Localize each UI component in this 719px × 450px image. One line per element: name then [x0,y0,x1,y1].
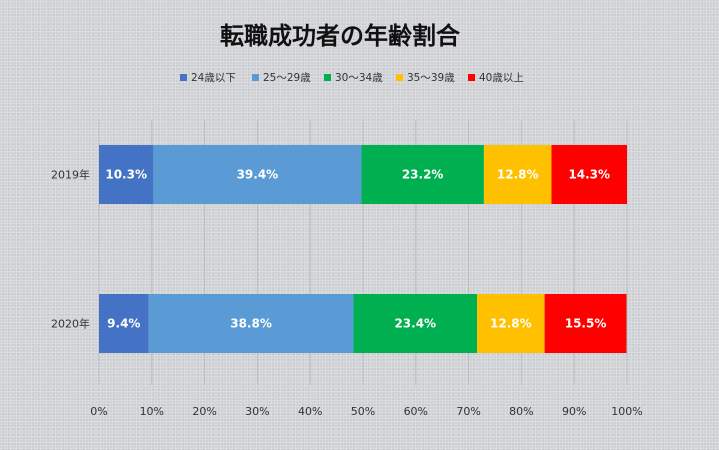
x-tick-label-0: 0% [90,405,107,418]
chart-title: 転職成功者の年齢割合 [220,22,461,50]
x-tick-label-3: 30% [245,405,269,418]
bar-segment-0-2 [361,145,484,204]
x-tick-label-7: 70% [456,405,480,418]
x-tick-label-9: 90% [562,405,586,418]
bar-segment-1-0 [99,294,149,353]
bar-segment-1-1 [148,294,354,353]
bar-segment-0-4 [551,145,627,204]
legend-swatch-0 [180,74,187,81]
value-axis: 0% 10% 20% 30% 40% 50% 60% 70% 80% 90% 100% [90,405,642,418]
bar-label-0-4: 14.3% [568,168,610,182]
bar-segment-0-0 [99,145,154,204]
bar-label-0-0: 10.3% [105,168,147,182]
bar-label-1-1: 38.8% [230,317,272,331]
x-tick-label-6: 60% [404,405,428,418]
category-label-0: 2019年 [51,168,90,182]
legend-swatch-2 [324,74,331,81]
legend-label-1: 25～29歳 [263,72,311,84]
x-tick-label-10: 100% [611,405,642,418]
legend-swatch-3 [396,74,403,81]
bar-segment-0-3 [483,145,552,204]
category-label-1: 2020年 [51,317,90,331]
bars: 10.3% 39.4% 23.2% 12.8% 14.3% 9.4% 38.8% 23.4% 1… [99,145,627,353]
x-tick-label-1: 10% [140,405,164,418]
bar-label-1-4: 15.5% [565,317,607,331]
legend-swatch-4 [468,74,475,81]
bar-label-1-3: 12.8% [490,317,532,331]
bar-label-0-2: 23.2% [402,168,444,182]
legend: 24歳以下 25～29歳 30～34歳 35～39歳 40歳以上 [180,72,524,84]
legend-label-3: 35～39歳 [407,72,455,84]
legend-label-4: 40歳以上 [479,72,524,84]
bar-segment-0-1 [153,145,362,204]
legend-label-0: 24歳以下 [191,72,236,84]
category-axis: 2019年 2020年 [51,168,90,331]
bar-label-0-1: 39.4% [237,168,279,182]
x-tick-label-4: 40% [298,405,322,418]
legend-swatch-1 [252,74,259,81]
x-tick-label-5: 50% [351,405,375,418]
bar-segment-1-4 [544,294,627,353]
bar-segment-1-3 [477,294,545,353]
x-tick-label-8: 80% [509,405,533,418]
bar-label-1-0: 9.4% [107,317,140,331]
x-tick-label-2: 20% [192,405,216,418]
bar-label-0-3: 12.8% [497,168,539,182]
bar-label-1-2: 23.4% [394,317,436,331]
bar-segment-1-2 [353,294,478,353]
legend-label-2: 30～34歳 [335,72,383,84]
